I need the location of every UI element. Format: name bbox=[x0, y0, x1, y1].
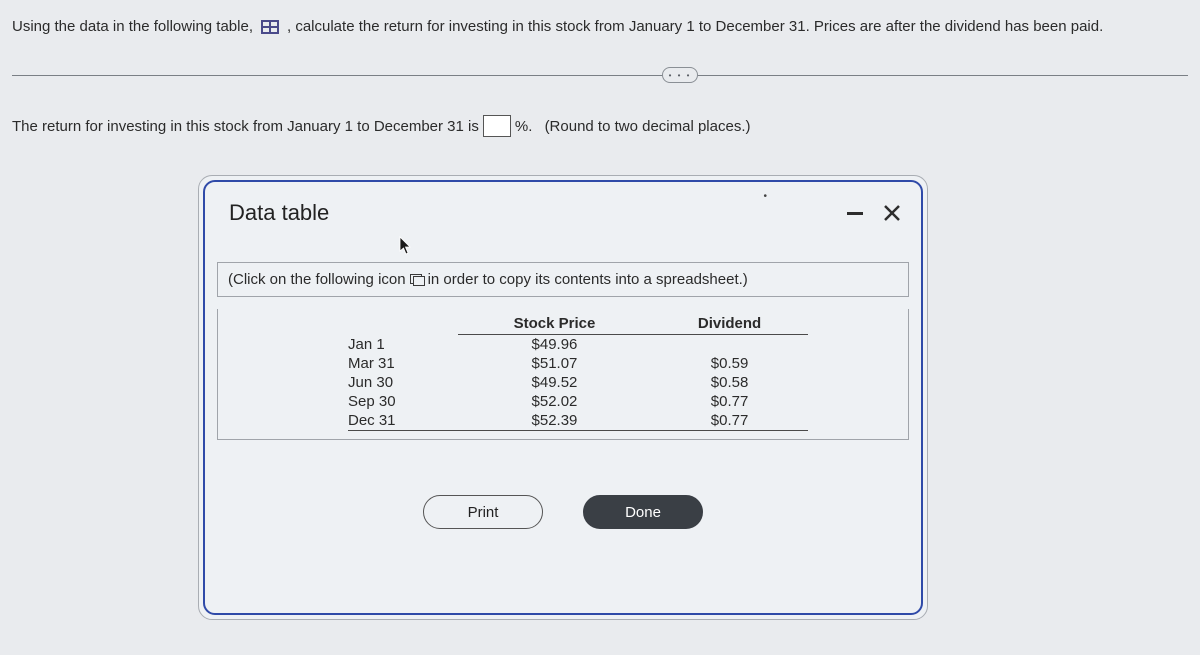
modal-buttons: Print Done bbox=[199, 495, 927, 529]
cell-dividend: $0.77 bbox=[651, 392, 808, 411]
table-icon[interactable] bbox=[261, 20, 279, 34]
done-button-label: Done bbox=[625, 504, 661, 521]
col-dividend: Dividend bbox=[651, 313, 808, 335]
return-input[interactable] bbox=[483, 115, 511, 137]
cell-date: Sep 30 bbox=[348, 392, 458, 411]
close-icon[interactable] bbox=[883, 204, 901, 222]
col-date bbox=[348, 313, 458, 335]
minimize-icon[interactable] bbox=[847, 212, 863, 215]
table-row: Dec 31 $52.39 $0.77 bbox=[348, 411, 808, 431]
separator-dots: • • • bbox=[669, 71, 692, 80]
table-row: Jan 1 $49.96 bbox=[348, 335, 808, 355]
cell-dividend: $0.77 bbox=[651, 411, 808, 431]
cell-date: Jan 1 bbox=[348, 335, 458, 355]
copy-icon[interactable] bbox=[410, 274, 424, 285]
done-button[interactable]: Done bbox=[583, 495, 703, 529]
cell-price: $52.39 bbox=[458, 411, 651, 431]
data-table-modal: • Data table (Click on the following ico… bbox=[198, 175, 928, 620]
table-header-row: Stock Price Dividend bbox=[348, 313, 808, 335]
answer-prefix: The return for investing in this stock f… bbox=[12, 118, 479, 135]
print-button-label: Print bbox=[468, 504, 499, 521]
modal-header: Data table bbox=[199, 176, 927, 234]
instruction-post: in order to copy its contents into a spr… bbox=[428, 271, 748, 288]
data-table-wrap: Stock Price Dividend Jan 1 $49.96 Mar 31… bbox=[217, 309, 909, 440]
instruction-bar: (Click on the following icon in order to… bbox=[217, 262, 909, 297]
small-dot: • bbox=[763, 191, 767, 202]
cell-dividend: $0.58 bbox=[651, 373, 808, 392]
question-part1: Using the data in the following table, bbox=[12, 18, 253, 35]
cell-price: $52.02 bbox=[458, 392, 651, 411]
expand-pill[interactable]: • • • bbox=[662, 67, 698, 83]
table-row: Jun 30 $49.52 $0.58 bbox=[348, 373, 808, 392]
cell-date: Jun 30 bbox=[348, 373, 458, 392]
answer-line: The return for investing in this stock f… bbox=[12, 115, 1188, 137]
stock-table: Stock Price Dividend Jan 1 $49.96 Mar 31… bbox=[348, 313, 808, 431]
answer-percent: %. bbox=[515, 118, 533, 135]
page: Using the data in the following table, ,… bbox=[0, 0, 1200, 655]
table-row: Sep 30 $52.02 $0.77 bbox=[348, 392, 808, 411]
instruction-pre: (Click on the following icon bbox=[228, 271, 406, 288]
answer-hint: (Round to two decimal places.) bbox=[545, 118, 751, 135]
separator: • • • bbox=[12, 75, 1188, 95]
cell-price: $51.07 bbox=[458, 354, 651, 373]
table-row: Mar 31 $51.07 $0.59 bbox=[348, 354, 808, 373]
cursor-icon bbox=[399, 236, 413, 260]
window-controls bbox=[847, 204, 901, 222]
cell-date: Mar 31 bbox=[348, 354, 458, 373]
col-price: Stock Price bbox=[458, 313, 651, 335]
cell-date: Dec 31 bbox=[348, 411, 458, 431]
cell-price: $49.96 bbox=[458, 335, 651, 355]
cell-dividend: $0.59 bbox=[651, 354, 808, 373]
question-text: Using the data in the following table, ,… bbox=[12, 18, 1188, 35]
cell-price: $49.52 bbox=[458, 373, 651, 392]
print-button[interactable]: Print bbox=[423, 495, 543, 529]
cell-dividend bbox=[651, 335, 808, 355]
separator-line bbox=[12, 75, 1188, 76]
question-part2: , calculate the return for investing in … bbox=[287, 18, 1103, 35]
modal-title: Data table bbox=[229, 200, 329, 226]
